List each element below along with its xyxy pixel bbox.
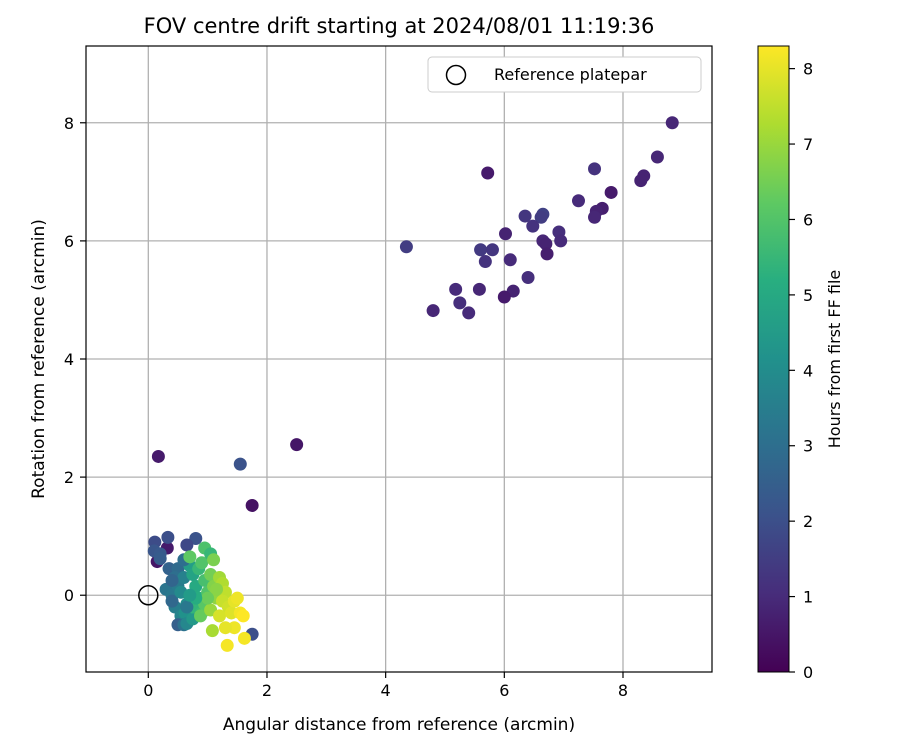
data-point [521,271,535,285]
data-point [237,631,251,645]
data-point [233,457,247,471]
data-point [399,240,413,254]
colorbar-tick-label: 5 [803,286,813,305]
data-point [161,530,175,544]
data-point [207,553,221,567]
data-point [485,243,499,257]
data-point [153,552,167,566]
data-point [165,594,179,608]
data-point [205,624,219,638]
data-point [503,253,517,267]
data-point [195,556,209,570]
data-point [230,591,244,605]
data-point [571,194,585,208]
data-point [499,227,513,241]
data-point [534,210,548,224]
data-point [183,550,197,564]
data-point [650,150,664,164]
data-point [183,588,197,602]
data-point [539,237,553,251]
data-point [481,166,495,180]
data-point [474,243,488,257]
data-point [665,116,679,130]
data-point [220,638,234,652]
x-tick-label: 8 [618,681,628,700]
legend-box [427,56,702,93]
data-point [518,209,532,223]
colorbar-tick-label: 4 [803,361,813,380]
data-point [224,606,238,620]
colorbar-tick-label: 1 [803,588,813,607]
y-tick-label: 8 [64,114,74,133]
x-tick-label: 4 [381,681,391,700]
x-tick-label: 2 [262,681,272,700]
data-point [210,582,224,596]
data-point [189,532,203,546]
data-point [151,449,165,463]
data-point [588,210,602,224]
colorbar-tick-label: 6 [803,210,813,229]
data-point [180,600,194,614]
y-tick-label: 2 [64,468,74,487]
colorbar-tick-label: 0 [803,663,813,682]
colorbar-gradient [757,45,790,673]
data-point [472,282,486,296]
x-axis-ticks: 0 2 4 6 8 [143,672,628,700]
y-tick-label: 0 [64,586,74,605]
colorbar-tick-label: 2 [803,512,813,531]
reference-platepar-marker [138,584,159,606]
y-tick-label: 6 [64,232,74,251]
chart-title: FOV centre drift starting at 2024/08/01 … [144,14,655,38]
data-point [554,234,568,248]
colorbar: 0 1 2 3 4 5 6 7 8 Hours from first FF file [757,45,844,682]
colorbar-ticks: 0 1 2 3 4 5 6 7 8 [789,60,813,682]
data-point [449,282,463,296]
data-point [194,609,208,623]
data-point [462,306,476,320]
y-axis-label: Rotation from reference (arcmin) [29,219,49,499]
legend-label: Reference platepar [494,65,647,84]
data-point [213,609,227,623]
data-point [588,162,602,176]
data-point [201,591,215,605]
colorbar-label: Hours from first FF file [825,270,844,449]
data-point [245,498,259,512]
data-point [540,247,554,261]
colorbar-tick-label: 3 [803,437,813,456]
data-point [227,621,241,635]
data-point [604,185,618,199]
data-points [147,116,679,652]
legend: Reference platepar [427,56,702,93]
y-tick-label: 4 [64,350,74,369]
data-point [426,304,440,318]
y-axis-ticks: 0 2 4 6 8 [64,114,86,605]
x-tick-label: 6 [499,681,509,700]
data-point [497,290,511,304]
data-point [526,219,540,233]
data-point [236,609,250,623]
data-point [453,296,467,310]
colorbar-tick-label: 7 [803,135,813,154]
data-point [165,573,179,587]
x-tick-label: 0 [143,681,153,700]
data-point [478,255,492,269]
data-point [634,174,648,188]
data-point [218,621,232,635]
x-axis-label: Angular distance from reference (arcmin) [223,715,575,735]
legend-marker [445,64,467,86]
colorbar-tick-label: 8 [803,60,813,79]
data-point [290,438,304,452]
data-point [180,538,194,552]
